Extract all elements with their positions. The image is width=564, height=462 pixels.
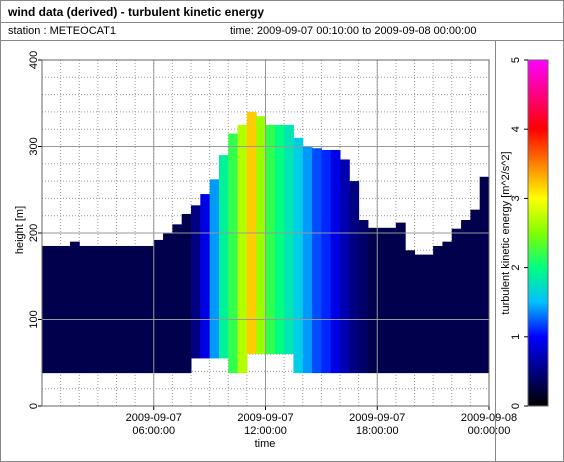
heat-cell [97,245,108,374]
heat-cell [60,245,71,374]
time-range: time: 2009-09-07 00:10:00 to 2009-09-08 … [230,25,476,37]
heat-cell [470,209,481,374]
heat-cell [284,124,294,355]
heat-cell [116,245,127,374]
heat-cell [69,241,80,374]
heat-cell [405,250,415,374]
heat-cell [479,176,490,374]
colorbar-tick-label: 4 [510,126,522,132]
heat-cell [330,149,341,374]
heat-cell [265,124,276,355]
heat-cell [181,213,192,374]
plot-border [41,59,490,407]
heat-cell [349,181,360,374]
heat-cell [163,233,173,374]
heat-cell [451,228,462,374]
heat-cell [88,245,99,374]
heat-cell [321,149,332,374]
y-tick-label: 400 [28,51,40,69]
heat-cell [135,245,145,374]
heat-cell [51,245,62,374]
colorbar-label: turbulent kinetic energy [m^2/s^2] [500,151,512,314]
colorbar-tick-label: 1 [510,334,522,340]
colorbar-tick-label: 0 [510,403,522,409]
heat-cell [153,239,164,374]
colorbar-tick-label: 3 [510,195,522,201]
heat-cell [367,227,378,374]
colorbar-tick-label: 2 [510,265,522,271]
y-tick-label: 100 [28,310,40,328]
heat-cell [274,124,285,355]
heat-cell [395,222,406,374]
heat-cell [358,220,369,374]
heat-cell [461,220,471,374]
colorbar [527,59,549,407]
y-tick-label: 300 [28,137,40,155]
y-axis-label: height [m] [14,206,26,254]
heat-cell [228,133,239,374]
x-tick-label: 2009-09-07 18:00:00 [349,412,406,437]
heat-cell [423,254,434,374]
heat-cell [237,124,248,374]
y-tick-label: 200 [28,224,40,242]
heat-cell [200,194,211,359]
title: wind data (derived) - turbulent kinetic … [7,5,264,19]
heat-cell [256,116,266,355]
x-tick-label: 2009-09-08 00:00:00 [460,412,518,437]
station: station : METEOCAT1 [8,25,116,37]
heat-cell [442,241,453,374]
heat-cell [209,179,220,359]
heat-cell [191,205,201,359]
heat-cell [125,245,136,374]
heat-cell [377,227,388,374]
heat-cell [414,254,425,374]
x-axis-label: time [255,438,276,450]
heat-cell [144,245,155,374]
heat-cell [340,159,350,374]
heat-cell [79,245,90,374]
x-tick-label: 2009-09-07 06:00:00 [125,412,182,437]
heat-cell [386,227,397,374]
x-tick-label: 2009-09-07 12:00:00 [237,412,294,437]
heat-cell [293,137,304,374]
heat-cell [218,155,229,359]
heat-cell [172,224,183,374]
y-tick-label: 0 [28,403,40,409]
colorbar-tick-label: 5 [510,57,522,63]
heat-cell [107,245,117,374]
heat-cell [42,245,52,374]
heat-cell [302,146,313,374]
heat-cell [433,245,443,374]
heat-cell [312,148,322,374]
